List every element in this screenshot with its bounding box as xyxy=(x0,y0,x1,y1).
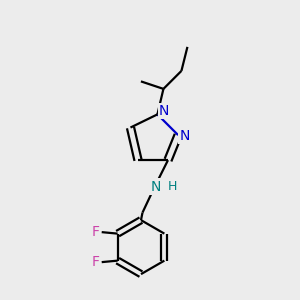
Text: H: H xyxy=(168,180,177,193)
Text: N: N xyxy=(179,129,190,143)
Text: F: F xyxy=(92,255,100,269)
Text: N: N xyxy=(159,104,169,118)
Text: F: F xyxy=(92,225,100,239)
Text: N: N xyxy=(150,179,161,194)
